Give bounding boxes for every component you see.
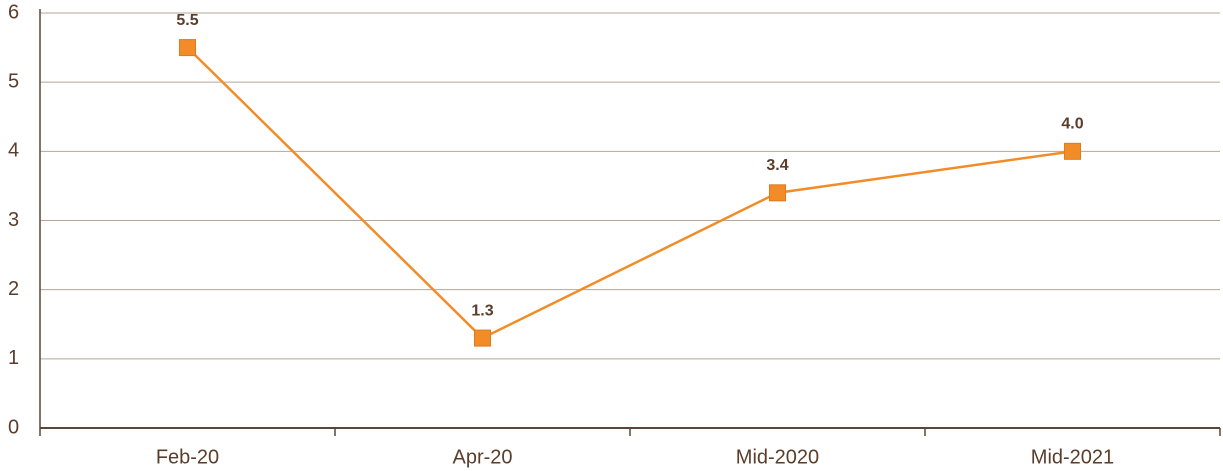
marker <box>1064 142 1081 160</box>
data-label: 1.3 <box>471 302 493 319</box>
x-tick-label: Mid-2020 <box>736 446 819 468</box>
x-tick-label: Mid-2021 <box>1031 446 1114 468</box>
x-tick-label: Feb-20 <box>156 446 219 468</box>
marker <box>179 39 196 57</box>
marker <box>769 184 786 202</box>
x-tick-label: Apr-20 <box>452 446 512 468</box>
y-tick-label: 2 <box>8 278 19 300</box>
line <box>186 46 1073 340</box>
y-tick-label: 3 <box>8 209 19 231</box>
data-label: 4.0 <box>1061 116 1083 133</box>
y-tick-label: 5 <box>8 70 19 92</box>
marker <box>474 329 491 347</box>
y-tick-label: 6 <box>8 1 19 23</box>
y-tick-label: 0 <box>8 416 19 438</box>
y-tick-label: 1 <box>8 347 19 369</box>
y-tick-label: 4 <box>8 140 19 162</box>
data-label: 3.4 <box>766 157 788 174</box>
data-label: 5.5 <box>176 12 198 29</box>
